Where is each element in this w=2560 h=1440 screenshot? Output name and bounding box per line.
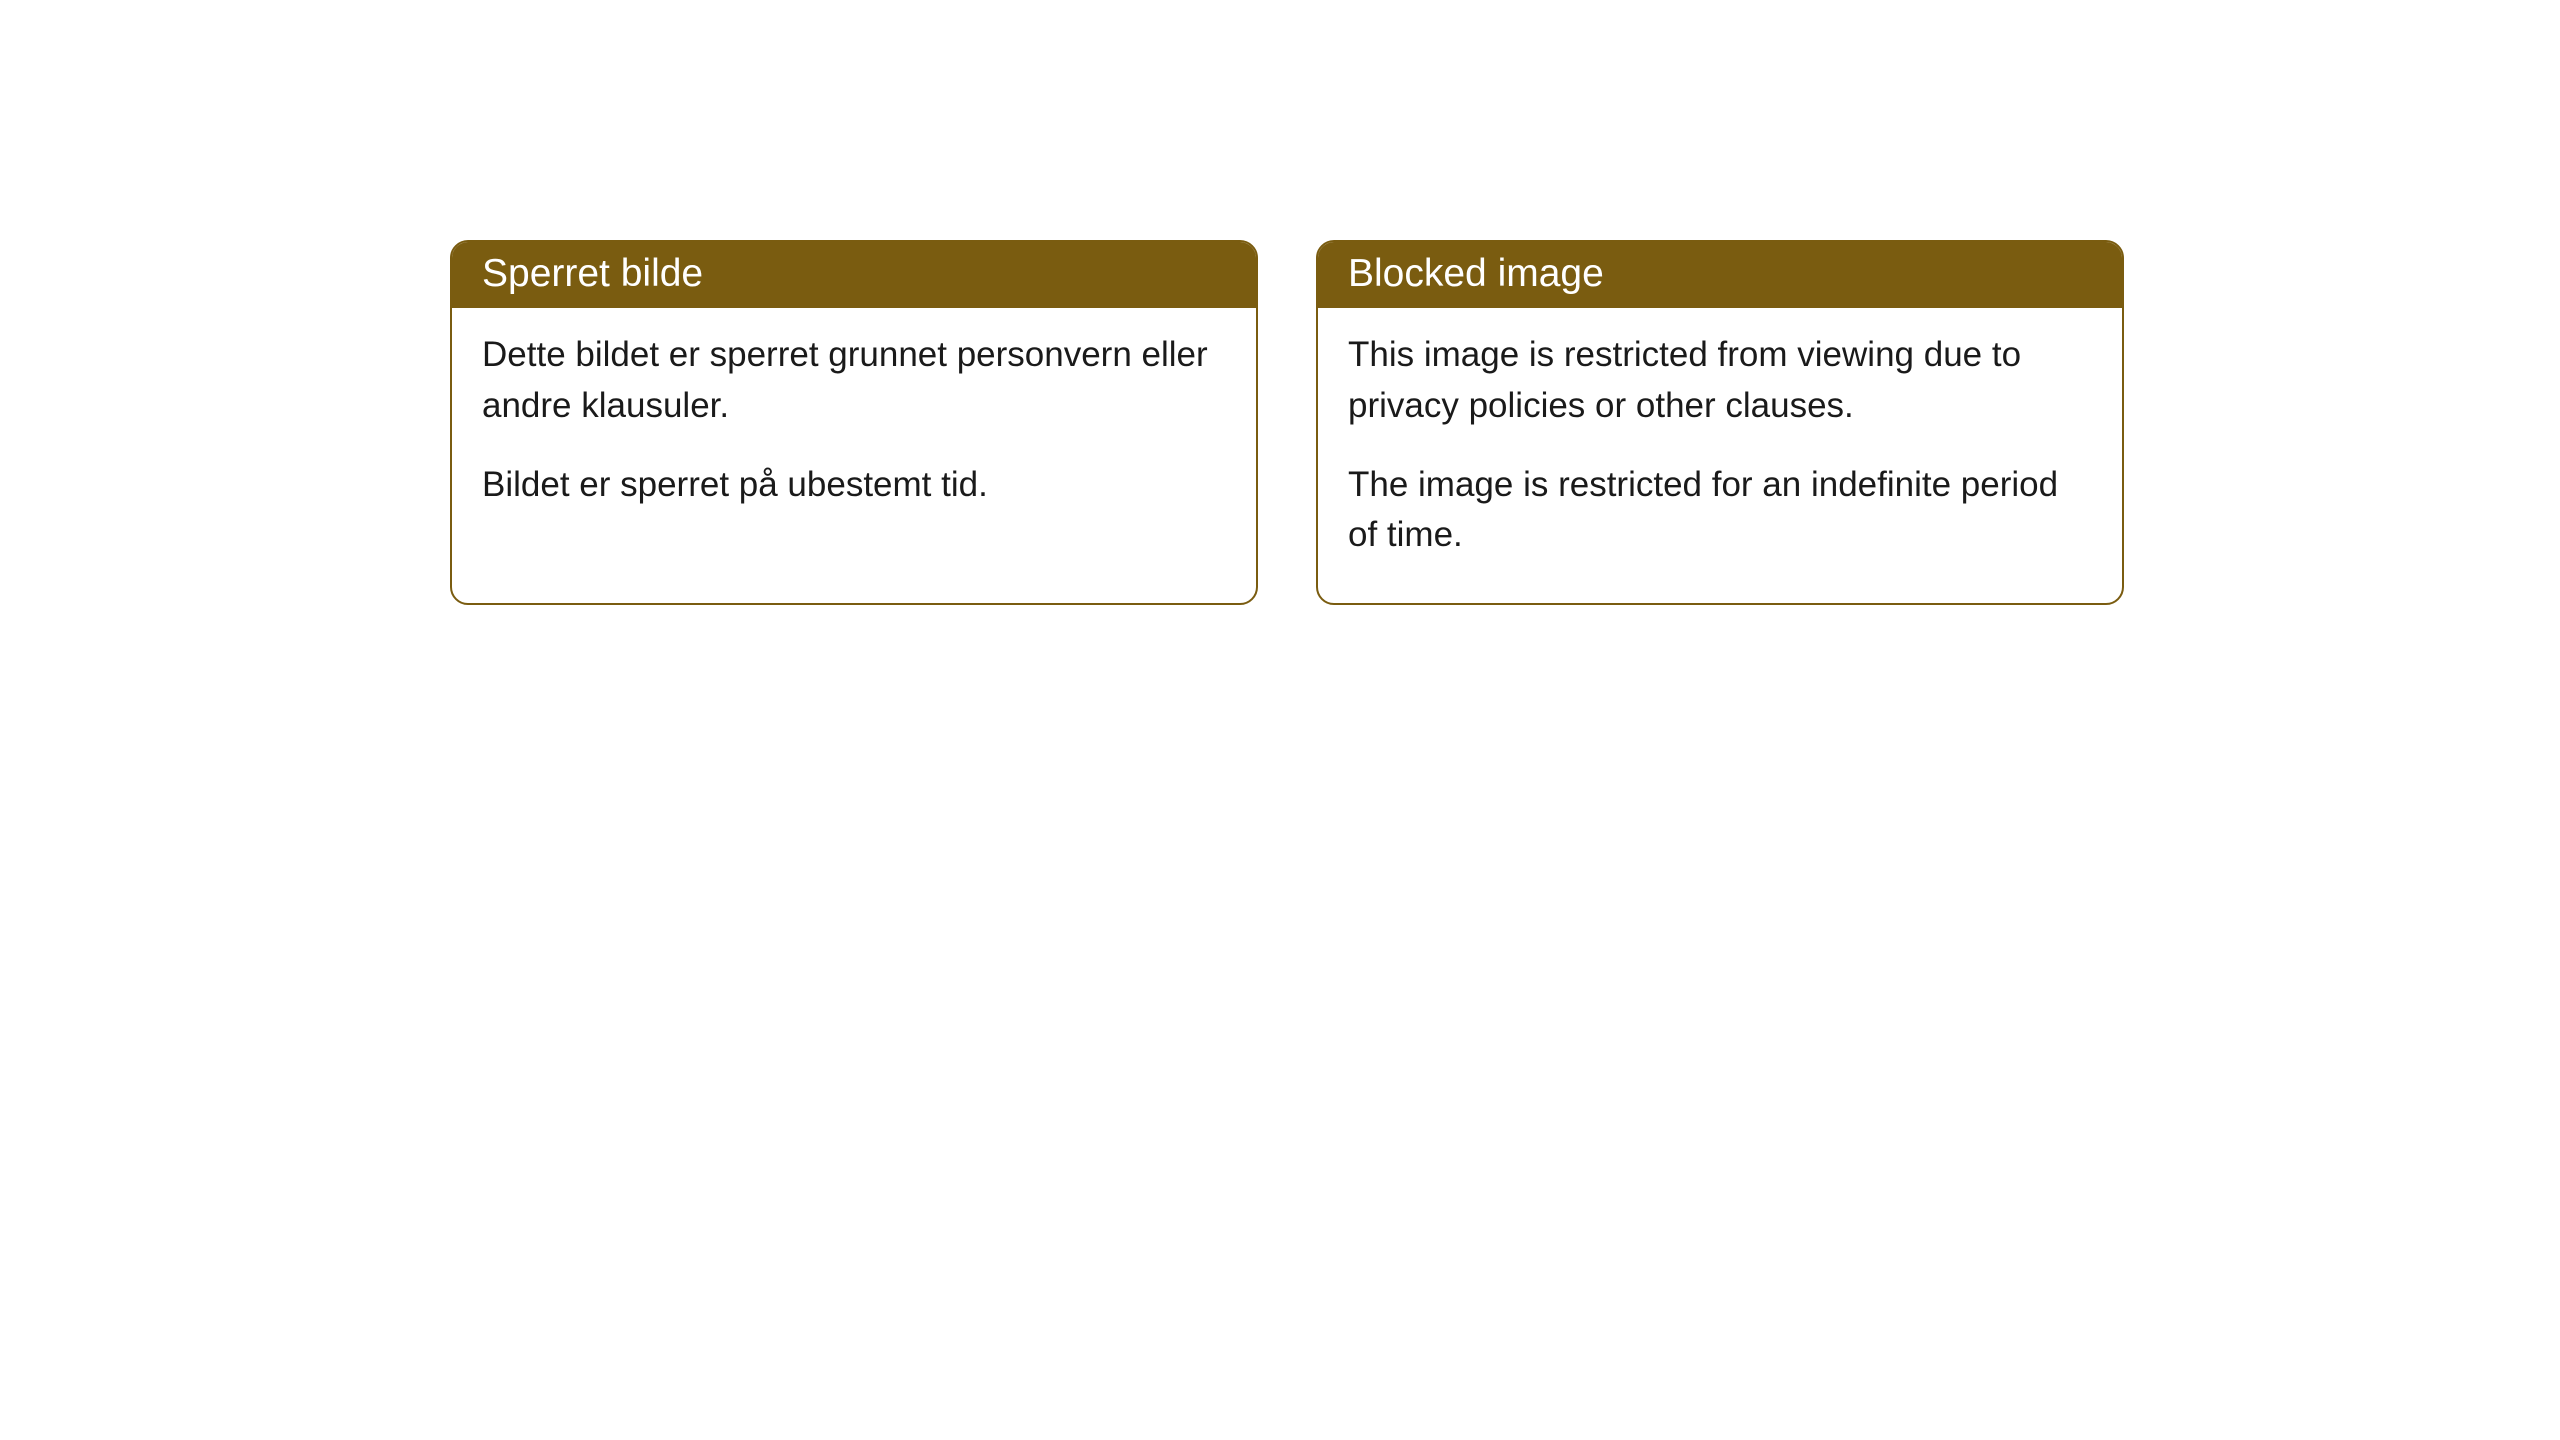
card-paragraph: The image is restricted for an indefinit…: [1348, 460, 2092, 562]
blocked-image-card-english: Blocked image This image is restricted f…: [1316, 240, 2124, 605]
card-paragraph: Dette bildet er sperret grunnet personve…: [482, 330, 1226, 432]
card-paragraph: This image is restricted from viewing du…: [1348, 330, 2092, 432]
notification-cards-container: Sperret bilde Dette bildet er sperret gr…: [450, 240, 2124, 605]
card-header: Blocked image: [1318, 242, 2122, 308]
blocked-image-card-norwegian: Sperret bilde Dette bildet er sperret gr…: [450, 240, 1258, 605]
card-header: Sperret bilde: [452, 242, 1256, 308]
card-body: Dette bildet er sperret grunnet personve…: [452, 308, 1256, 552]
card-paragraph: Bildet er sperret på ubestemt tid.: [482, 460, 1226, 511]
card-body: This image is restricted from viewing du…: [1318, 308, 2122, 603]
